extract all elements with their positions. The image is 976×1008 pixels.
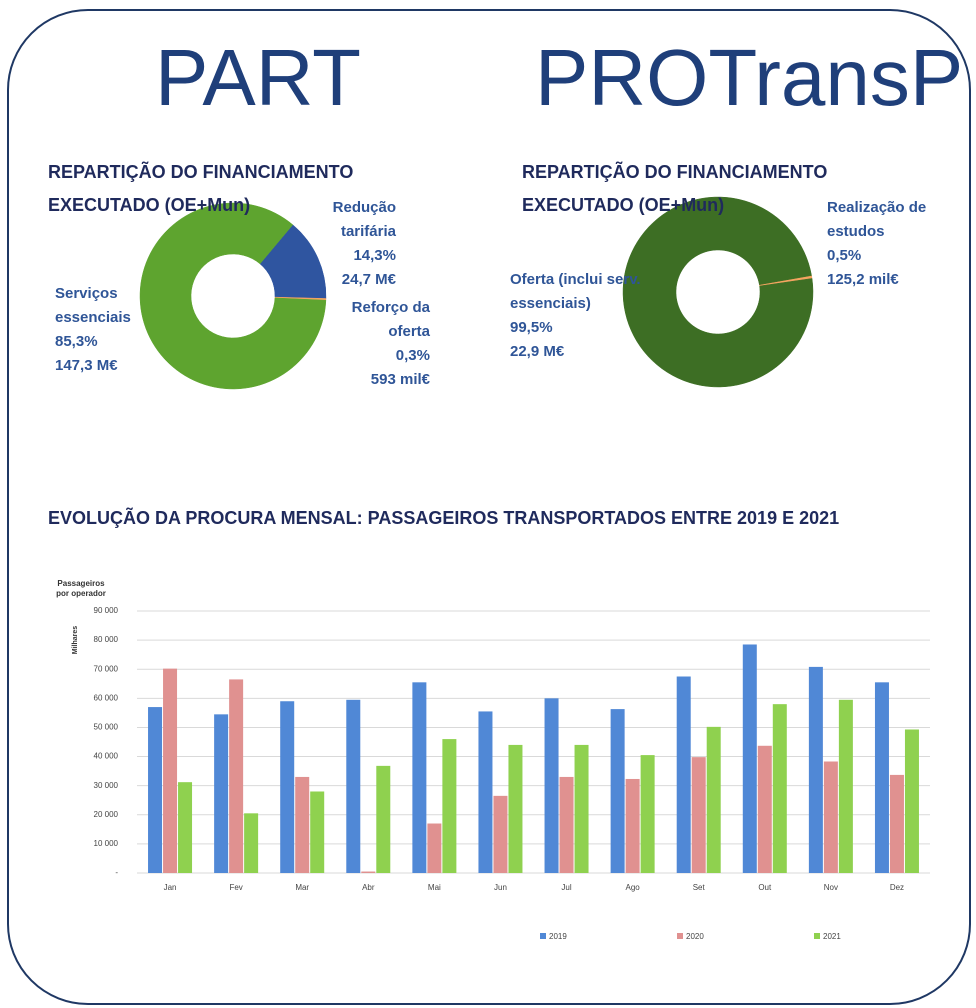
bar (178, 782, 193, 873)
x-tick-label: Jan (164, 883, 177, 892)
bar (244, 813, 259, 873)
bar (229, 679, 244, 873)
x-tick-label: Fev (229, 883, 242, 892)
bar-title: EVOLUÇÃO DA PROCURA MENSAL: PASSAGEIROS … (48, 508, 840, 528)
bar (625, 778, 640, 873)
y-axis-unit: Milhares (72, 626, 79, 655)
y-tick-label: 60 000 (94, 693, 119, 702)
slice-amount: 125,2 mil€ (827, 271, 899, 288)
slice-percent: 99,5% (510, 319, 553, 336)
x-tick-label: Ago (626, 883, 641, 892)
y-tick-label: 80 000 (94, 635, 119, 644)
y-tick-label: 20 000 (94, 810, 119, 819)
x-tick-label: Mar (295, 883, 309, 892)
slice-amount: 22,9 M€ (510, 343, 565, 360)
slice-name: Realização de estudos (827, 199, 927, 240)
x-tick-label: Nov (824, 883, 838, 892)
donut-title: REPARTIÇÃO DO FINANCIAMENTO EXECUTADO (O… (48, 162, 354, 215)
bar (904, 729, 919, 873)
frame (7, 9, 971, 1005)
bar (838, 699, 853, 873)
slice-name: Serviços essenciais (55, 285, 131, 326)
y-tick-label: 50 000 (94, 723, 119, 732)
legend-swatch (540, 933, 546, 939)
bar (610, 709, 625, 873)
legend-swatch (814, 933, 820, 939)
slice-amount: 24,7 M€ (341, 271, 396, 288)
slice-percent: 0,3% (395, 347, 430, 364)
slice-name: Redução tarifária (332, 199, 396, 240)
bar (427, 823, 442, 873)
y-tick-label: 70 000 (94, 664, 119, 673)
legend-swatch (677, 933, 683, 939)
x-tick-label: Set (693, 883, 706, 892)
bar (478, 711, 493, 873)
donut-slice (622, 196, 814, 388)
bar (346, 699, 361, 873)
y-tick-label: 30 000 (94, 781, 119, 790)
slice-name: Oferta (inclui serv. essenciais) (510, 271, 641, 312)
slice-amount: 593 mil€ (370, 371, 430, 388)
x-tick-label: Jul (561, 883, 571, 892)
slice-percent: 85,3% (55, 333, 98, 350)
bar (772, 704, 787, 873)
slice-percent: 0,5% (827, 247, 862, 264)
header-left: PART (155, 33, 361, 122)
bar (442, 739, 457, 873)
bar (757, 745, 772, 873)
bar (742, 644, 757, 873)
bar (691, 757, 706, 873)
slice-amount: 147,3 M€ (55, 357, 118, 374)
x-tick-label: Jun (494, 883, 507, 892)
bar (889, 774, 904, 873)
bar (148, 707, 163, 873)
x-tick-label: Abr (362, 883, 375, 892)
bar (295, 776, 310, 873)
bar (808, 666, 823, 873)
header-right: PROTransP (535, 33, 964, 122)
bar (706, 726, 721, 873)
bar (823, 761, 838, 873)
x-tick-label: Dez (890, 883, 904, 892)
bar (574, 744, 589, 873)
x-tick-label: Out (758, 883, 772, 892)
y-tick-label: 10 000 (94, 839, 119, 848)
bar (280, 701, 295, 873)
bar (559, 776, 574, 873)
bar (376, 765, 391, 873)
legend-label: 2019 (549, 932, 567, 941)
bar (676, 676, 691, 873)
x-tick-label: Mai (428, 883, 441, 892)
bar (874, 682, 889, 873)
slice-percent: 14,3% (353, 247, 396, 264)
bar (412, 682, 427, 873)
bar (493, 795, 508, 873)
bar (310, 791, 325, 873)
bar (214, 714, 229, 873)
bar (508, 744, 523, 873)
y-tick-label: 90 000 (94, 606, 119, 615)
bar (640, 755, 655, 873)
bar (544, 698, 559, 873)
bar (163, 668, 178, 873)
donut-title: REPARTIÇÃO DO FINANCIAMENTO EXECUTADO (O… (522, 162, 828, 215)
y-axis-label: Passageiros por operador (56, 579, 106, 598)
legend-label: 2020 (686, 932, 704, 941)
bar (361, 871, 376, 873)
y-tick-label: - (115, 868, 118, 877)
legend-label: 2021 (823, 932, 841, 941)
slice-name: Reforço da oferta (351, 299, 430, 340)
y-tick-label: 40 000 (94, 752, 119, 761)
